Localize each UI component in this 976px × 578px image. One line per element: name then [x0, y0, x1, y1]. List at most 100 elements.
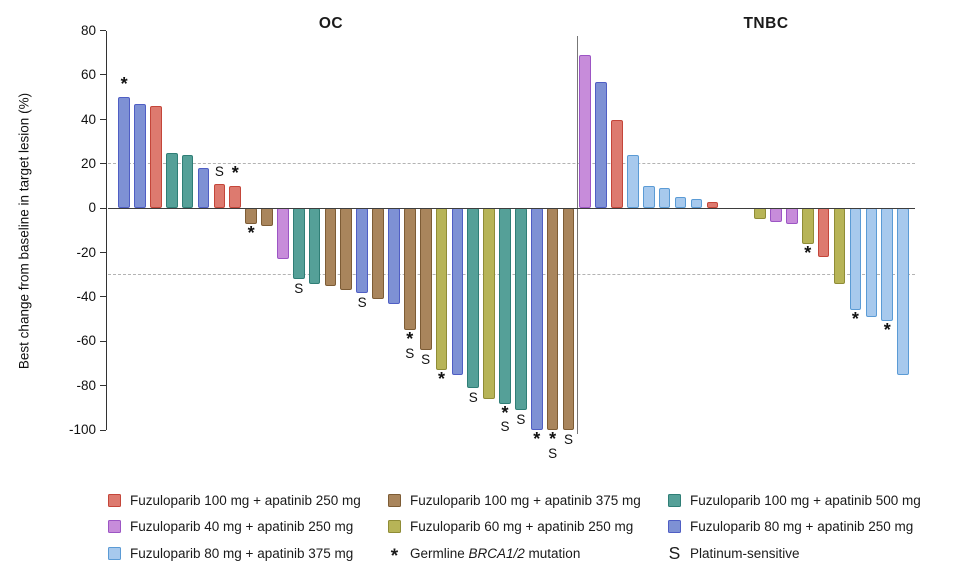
annotation-s: S	[516, 412, 526, 428]
bar	[467, 208, 480, 389]
bar	[658, 188, 671, 209]
bar	[530, 208, 543, 431]
annotation-s: S	[548, 445, 558, 461]
panel-title-tnbc: TNBC	[743, 15, 789, 32]
legend-item: * Germline BRCA1/2 mutation	[388, 544, 581, 567]
legend-swatch-lightblue	[108, 546, 121, 560]
legend-label: Fuzuloparib 60 mg + apatinib 250 mg	[410, 519, 634, 534]
bar	[562, 208, 575, 431]
bar	[499, 208, 511, 404]
legend-swatch-red	[108, 493, 121, 507]
y-tick-label: -80	[76, 377, 96, 393]
bar	[388, 208, 400, 304]
bar	[324, 208, 337, 286]
legend-item: Fuzuloparib 100 mg + apatinib 375 mg	[388, 491, 641, 509]
bar	[372, 208, 384, 300]
bar	[181, 155, 194, 209]
bar	[118, 97, 130, 209]
y-tick-label: 40	[80, 111, 96, 127]
legend-label: Platinum-sensitive	[690, 545, 800, 561]
bar	[165, 152, 178, 209]
reference-line	[107, 274, 915, 276]
annotation-star: *	[501, 402, 509, 423]
bar	[292, 208, 305, 280]
y-axis-line	[106, 30, 107, 431]
annotation-star: *	[120, 74, 128, 95]
annotation-s: S	[563, 432, 573, 448]
y-tick-label: -40	[76, 289, 96, 305]
y-tick-label: 0	[88, 200, 96, 216]
brca-star-symbol: *	[390, 545, 399, 567]
annotation-s: S	[500, 419, 510, 435]
bar	[261, 208, 273, 227]
legend-label: Germline BRCA1/2 mutation	[410, 545, 581, 561]
y-tick	[100, 385, 106, 387]
annotation-star: *	[851, 309, 859, 330]
legend-swatch-teal	[668, 493, 681, 507]
y-tick-label: -20	[76, 244, 96, 260]
legend-label: Fuzuloparib 100 mg + apatinib 500 mg	[690, 492, 921, 508]
bar	[451, 208, 464, 375]
annotation-s: S	[294, 281, 304, 297]
annotation-star: *	[533, 429, 541, 450]
legend-item: S Platinum-sensitive	[668, 544, 800, 562]
y-tick	[100, 340, 106, 342]
y-tick-label: 80	[80, 22, 96, 38]
annotation-s: S	[468, 390, 478, 406]
zero-line	[107, 207, 915, 209]
bar	[754, 208, 766, 220]
reference-line	[107, 163, 915, 165]
annotation-star: *	[406, 329, 414, 350]
legend-item: Fuzuloparib 100 mg + apatinib 250 mg	[108, 491, 361, 509]
bar	[356, 208, 369, 293]
annotation-s: S	[405, 345, 415, 361]
legend-label: Fuzuloparib 80 mg + apatinib 250 mg	[690, 519, 914, 534]
bar	[403, 208, 416, 331]
bar	[770, 208, 782, 222]
bar	[515, 208, 527, 411]
panel-title-oc: OC	[318, 15, 344, 32]
bar	[245, 208, 257, 224]
annotation-s: S	[357, 294, 367, 310]
legend-item: Fuzuloparib 80 mg + apatinib 250 mg	[668, 518, 913, 536]
legend-item: Fuzuloparib 100 mg + apatinib 500 mg	[668, 491, 921, 509]
bar	[277, 208, 289, 260]
bar	[865, 208, 878, 318]
annotation-s: S	[214, 163, 224, 179]
bar	[833, 208, 846, 284]
y-tick-label: 60	[80, 67, 96, 83]
bar	[611, 119, 623, 209]
annotation-star: *	[438, 369, 446, 390]
y-tick-label: 20	[80, 155, 96, 171]
bar	[595, 81, 607, 209]
bar	[849, 208, 862, 311]
y-tick	[100, 207, 106, 209]
y-tick	[100, 118, 106, 120]
y-tick	[100, 74, 106, 76]
y-tick	[100, 429, 106, 431]
bar	[801, 208, 814, 244]
y-tick	[100, 163, 106, 165]
bar	[546, 208, 559, 431]
y-axis-label: Best change from baseline in target lesi…	[16, 92, 32, 370]
legend-swatch-purple	[108, 520, 121, 533]
legend-item: Fuzuloparib 40 mg + apatinib 250 mg	[108, 518, 353, 536]
y-tick	[100, 296, 106, 298]
legend-item: Fuzuloparib 80 mg + apatinib 375 mg	[108, 544, 353, 562]
annotation-s: S	[421, 352, 431, 368]
panel-divider	[577, 36, 578, 434]
legend-label: Fuzuloparib 80 mg + apatinib 375 mg	[130, 545, 354, 561]
bar	[229, 186, 242, 209]
y-tick	[100, 251, 106, 253]
bar	[579, 55, 591, 209]
bar	[340, 208, 353, 291]
y-tick	[100, 29, 106, 31]
annotation-star: *	[549, 429, 557, 450]
legend-label: Fuzuloparib 100 mg + apatinib 250 mg	[130, 492, 361, 508]
bar	[642, 186, 655, 209]
bar	[817, 208, 830, 258]
legend-item: Fuzuloparib 60 mg + apatinib 250 mg	[388, 518, 633, 536]
legend-swatch-yellow	[388, 520, 401, 533]
bar	[308, 208, 321, 284]
